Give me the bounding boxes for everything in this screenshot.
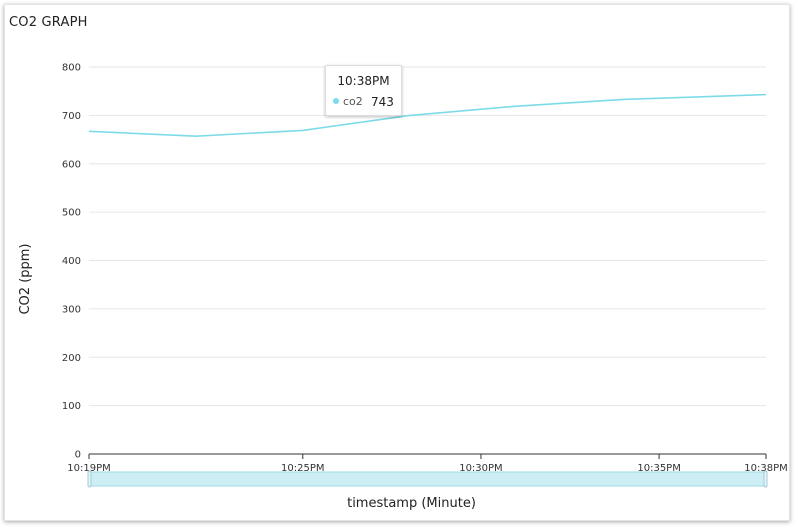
y-tick-label: 0 bbox=[75, 450, 81, 461]
chart-title: CO2 GRAPH bbox=[9, 15, 88, 30]
time-range-brush[interactable] bbox=[87, 470, 768, 488]
y-tick-label: 600 bbox=[62, 159, 81, 170]
x-axis-title: timestamp (Minute) bbox=[347, 496, 476, 511]
grid-lines bbox=[89, 66, 766, 407]
y-tick-label: 700 bbox=[62, 111, 81, 122]
y-tick-label: 200 bbox=[62, 353, 81, 364]
brush-range[interactable] bbox=[90, 471, 765, 487]
x-axis-ticks: 10:19PM 10:25PM 10:30PM 10:35PM 10:38PM bbox=[67, 454, 788, 474]
brush-handle-right[interactable] bbox=[763, 470, 768, 488]
tooltip-value: 743 bbox=[371, 95, 394, 109]
chart-tooltip: 10:38PM co2 743 bbox=[325, 65, 402, 116]
tooltip-series-name: co2 bbox=[343, 95, 363, 108]
series-color-dot-icon bbox=[333, 98, 339, 104]
brush-handle-left[interactable] bbox=[87, 470, 92, 488]
y-tick-label: 400 bbox=[62, 256, 81, 267]
y-tick-label: 300 bbox=[62, 304, 81, 315]
x-tick-label: 10:30PM bbox=[459, 463, 502, 474]
y-axis-ticks: 0 100 200 300 400 500 600 700 800 bbox=[62, 63, 81, 461]
y-axis-title: CO2 (ppm) bbox=[18, 243, 33, 314]
x-tick-label: 10:25PM bbox=[281, 463, 324, 474]
co2-series-line[interactable] bbox=[88, 93, 767, 138]
x-tick-label: 10:19PM bbox=[67, 463, 110, 474]
y-tick-label: 800 bbox=[62, 63, 81, 74]
y-tick-label: 100 bbox=[62, 401, 81, 412]
x-tick-label: 10:35PM bbox=[637, 463, 680, 474]
x-tick-label: 10:38PM bbox=[744, 463, 787, 474]
y-tick-label: 500 bbox=[62, 208, 81, 219]
tooltip-time: 10:38PM bbox=[337, 74, 390, 88]
